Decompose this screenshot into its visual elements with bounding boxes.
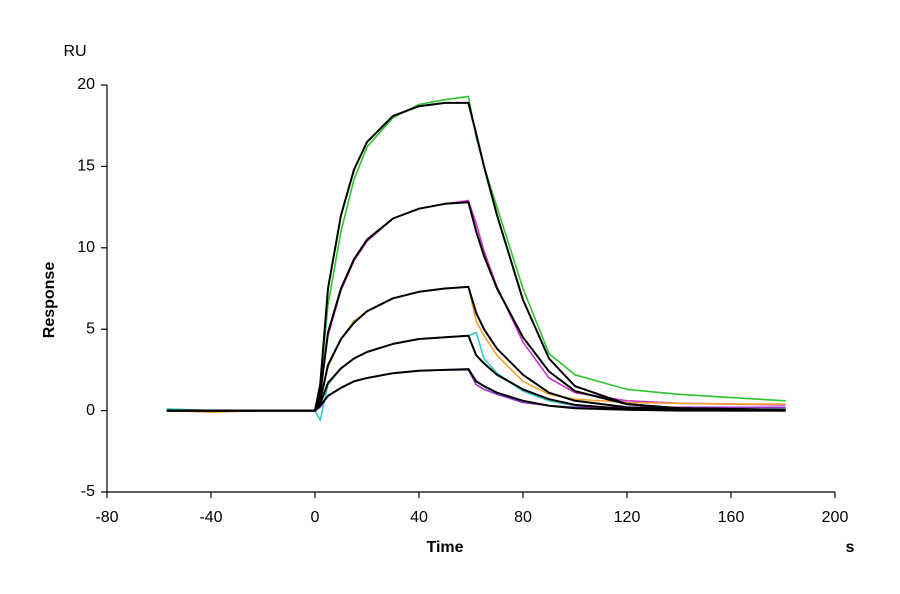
series-line [166, 285, 786, 412]
x-tick-label: -40 [199, 509, 222, 526]
series-line [166, 201, 786, 412]
x-tick-label: -80 [95, 509, 118, 526]
y-tick-label: 10 [77, 239, 95, 256]
y-tick-label: 15 [77, 158, 95, 175]
x-axis-label: Time [426, 539, 463, 556]
series-line [166, 334, 786, 412]
x-tick-label: 200 [822, 509, 849, 526]
x-tick-label: 160 [718, 509, 745, 526]
y-tick-label: 5 [86, 320, 95, 337]
x-tick-label: 120 [614, 509, 641, 526]
x-tick-label: 80 [514, 509, 532, 526]
x-tick-label: 0 [311, 509, 320, 526]
series-line [166, 286, 786, 413]
y-unit: RU [63, 43, 86, 60]
y-tick-label: 20 [77, 76, 95, 93]
x-tick-label: 40 [410, 509, 428, 526]
series-line [166, 101, 786, 412]
series-line [166, 369, 786, 412]
series-line [166, 368, 786, 412]
y-axis-label: Response [41, 262, 58, 339]
y-tick-label: 0 [86, 402, 95, 419]
y-tick-label: -5 [81, 483, 95, 500]
x-unit: s [846, 539, 855, 556]
series-line [166, 95, 786, 412]
